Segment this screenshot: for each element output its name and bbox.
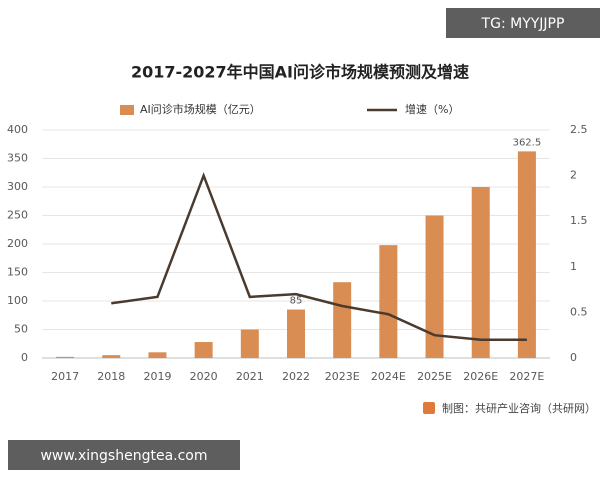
x-tick-label: 2018 <box>97 370 125 383</box>
data-label: 85 <box>290 296 303 307</box>
legend-label: AI问诊市场规模（亿元） <box>140 102 261 116</box>
line <box>111 172 527 342</box>
y-tick-label: 150 <box>7 266 28 279</box>
y-tick-label: 0 <box>21 351 28 364</box>
x-tick-label: 2022 <box>282 370 310 383</box>
y2-tick-label: 2 <box>570 169 577 182</box>
x-tick-label: 2017 <box>51 370 79 383</box>
y-tick-label: 250 <box>7 209 28 222</box>
x-tick-label: 2027E <box>509 370 544 383</box>
legend-swatch <box>120 105 134 115</box>
badge: TG: MYYJJPP <box>481 16 565 32</box>
y2-tick-label: 0 <box>570 351 577 364</box>
x-tick-label: 2025E <box>417 370 452 383</box>
badge-bg <box>8 440 240 470</box>
source: 制图：共研产业咨询（共研网） <box>442 401 596 415</box>
bar <box>194 342 213 358</box>
y2-tick-label: 1.5 <box>570 214 588 227</box>
x-tick-label: 2020 <box>190 370 218 383</box>
y-tick-label: 100 <box>7 294 28 307</box>
bar <box>240 329 259 358</box>
y2-tick-label: 2.5 <box>570 123 588 136</box>
badge: www.xingshengtea.com <box>40 448 207 464</box>
x-tick-label: 2026E <box>463 370 498 383</box>
bar <box>425 215 444 358</box>
bar <box>287 309 305 358</box>
legend-label: 增速（%） <box>405 102 459 116</box>
bar <box>471 187 490 358</box>
bar <box>379 245 398 358</box>
bar <box>148 352 167 358</box>
y2-tick-label: 1 <box>570 260 577 273</box>
chart-title: 2017-2027年中国AI问诊市场规模预测及增速 <box>131 63 469 82</box>
bar <box>102 355 121 358</box>
y-tick-label: 400 <box>7 123 28 136</box>
bar <box>56 356 75 358</box>
x-tick-label: 2021 <box>236 370 264 383</box>
data-label: 362.5 <box>513 137 542 148</box>
y2-tick-label: 0.5 <box>570 305 588 318</box>
y-tick-label: 350 <box>7 152 28 165</box>
y-tick-label: 200 <box>7 237 28 250</box>
badge-bg <box>446 8 600 38</box>
x-tick-label: 2019 <box>143 370 171 383</box>
source-icon <box>423 402 435 414</box>
x-tick-label: 2023E <box>325 370 360 383</box>
x-tick-label: 2024E <box>371 370 406 383</box>
y-tick-label: 50 <box>14 323 28 336</box>
bar <box>333 282 352 358</box>
bar <box>517 151 536 358</box>
y-tick-label: 300 <box>7 180 28 193</box>
